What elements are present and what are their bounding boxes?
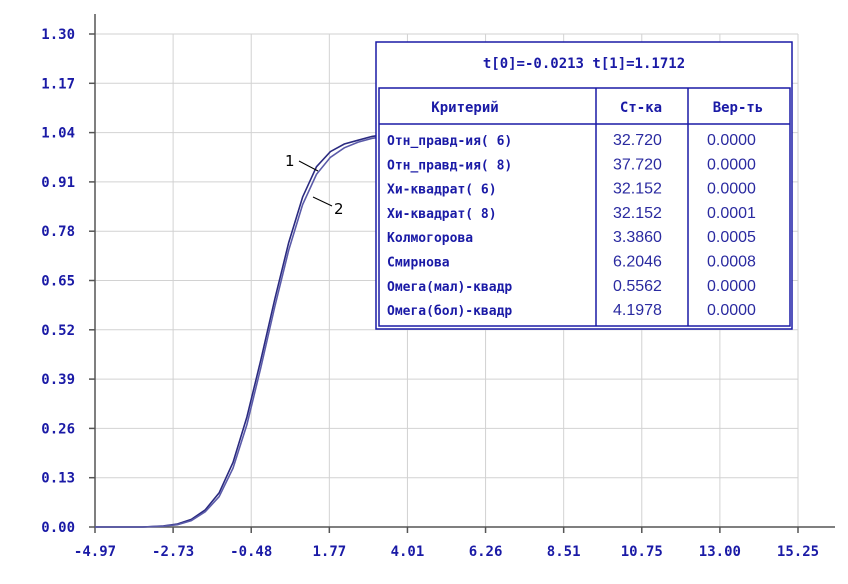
series-line-1 xyxy=(95,133,408,528)
stats-row-criterion: Смирнова xyxy=(387,256,450,271)
curve-1-leader xyxy=(298,160,319,172)
stats-table-inner-frame xyxy=(378,87,791,327)
series-lines xyxy=(95,133,408,528)
y-tick-label: 0.91 xyxy=(41,175,75,191)
stats-row-probability: 0.0005 xyxy=(707,229,756,246)
stats-row-probability: 0.0008 xyxy=(707,254,756,271)
x-tick-label: 4.01 xyxy=(391,544,425,560)
curve-1-label: 1 xyxy=(285,152,295,170)
stats-header-statistic: Ст-ка xyxy=(620,100,662,116)
stats-row-criterion: Колмогорова xyxy=(387,231,473,246)
y-tick-label: 0.78 xyxy=(41,224,75,240)
stats-row-statistic: 32.152 xyxy=(613,205,662,222)
x-tick-label: 6.26 xyxy=(469,544,503,560)
stats-row-criterion: Хи-квадрат( 8) xyxy=(387,207,497,222)
stats-row-criterion: Омега(бол)-квадр xyxy=(387,304,512,319)
stats-row-statistic: 37.720 xyxy=(613,156,662,173)
y-tick-label: 0.65 xyxy=(41,274,75,290)
x-tick-label: -4.97 xyxy=(74,544,116,560)
curve-labels: 1 2 xyxy=(285,152,344,218)
y-tick-label: 1.30 xyxy=(41,27,75,43)
stats-row-statistic: 32.720 xyxy=(613,132,662,149)
y-tick-label: 1.04 xyxy=(41,126,75,142)
stats-row-criterion: Хи-квадрат( 6) xyxy=(387,183,497,198)
stats-row-criterion: Отн_правд-ия( 8) xyxy=(387,158,512,173)
axes xyxy=(89,14,835,533)
stats-row-probability: 0.0001 xyxy=(707,205,756,222)
stats-row-statistic: 32.152 xyxy=(613,181,662,198)
series-line-2 xyxy=(95,133,408,528)
stats-table-frame xyxy=(375,41,793,330)
stats-table: t[0]=-0.0213 t[1]=1.1712 Критерий Ст-ка Ве… xyxy=(375,41,793,330)
stats-row-probability: 0.0000 xyxy=(707,156,756,173)
stats-row-probability: 0.0000 xyxy=(707,278,756,295)
y-tick-label: 0.39 xyxy=(41,372,75,388)
x-tick-label: 1.77 xyxy=(312,544,346,560)
stats-table-title: t[0]=-0.0213 t[1]=1.1712 xyxy=(483,56,685,72)
stats-header-probability: Вер-ть xyxy=(713,100,764,116)
x-tick-label: 13.00 xyxy=(699,544,741,560)
stats-row-statistic: 0.5562 xyxy=(613,278,662,295)
stats-row-statistic: 3.3860 xyxy=(613,229,662,246)
x-tick-label: 10.75 xyxy=(621,544,663,560)
stats-row-criterion: Омега(мал)-квадр xyxy=(387,280,512,295)
y-tick-label: 0.26 xyxy=(41,421,75,437)
stats-row-statistic: 6.2046 xyxy=(613,254,662,271)
stats-row-probability: 0.0000 xyxy=(707,302,756,319)
curve-2-label: 2 xyxy=(334,200,344,218)
curve-2-leader xyxy=(312,196,333,207)
stats-row-probability: 0.0000 xyxy=(707,132,756,149)
y-tick-label: 1.17 xyxy=(41,76,75,92)
x-tick-label: -0.48 xyxy=(230,544,272,560)
y-tick-label: 0.00 xyxy=(41,520,75,536)
stats-table-body: Критерий Ст-ка Вер-ть Отн_правд-ия( 6) 32.72… xyxy=(387,100,763,319)
y-tick-label: 0.13 xyxy=(41,471,75,487)
stats-row-statistic: 4.1978 xyxy=(613,302,662,319)
tick-labels: -4.97 -2.73 -0.48 1.77 4.01 6.26 8.51 10.75 13.0… xyxy=(41,27,819,560)
x-tick-label: -2.73 xyxy=(152,544,194,560)
stats-header-criterion: Критерий xyxy=(431,100,498,116)
x-tick-label: 15.25 xyxy=(777,544,819,560)
x-tick-label: 8.51 xyxy=(547,544,581,560)
stats-row-criterion: Отн_правд-ия( 6) xyxy=(387,134,512,149)
y-tick-label: 0.52 xyxy=(41,323,75,339)
stats-row-probability: 0.0000 xyxy=(707,181,756,198)
